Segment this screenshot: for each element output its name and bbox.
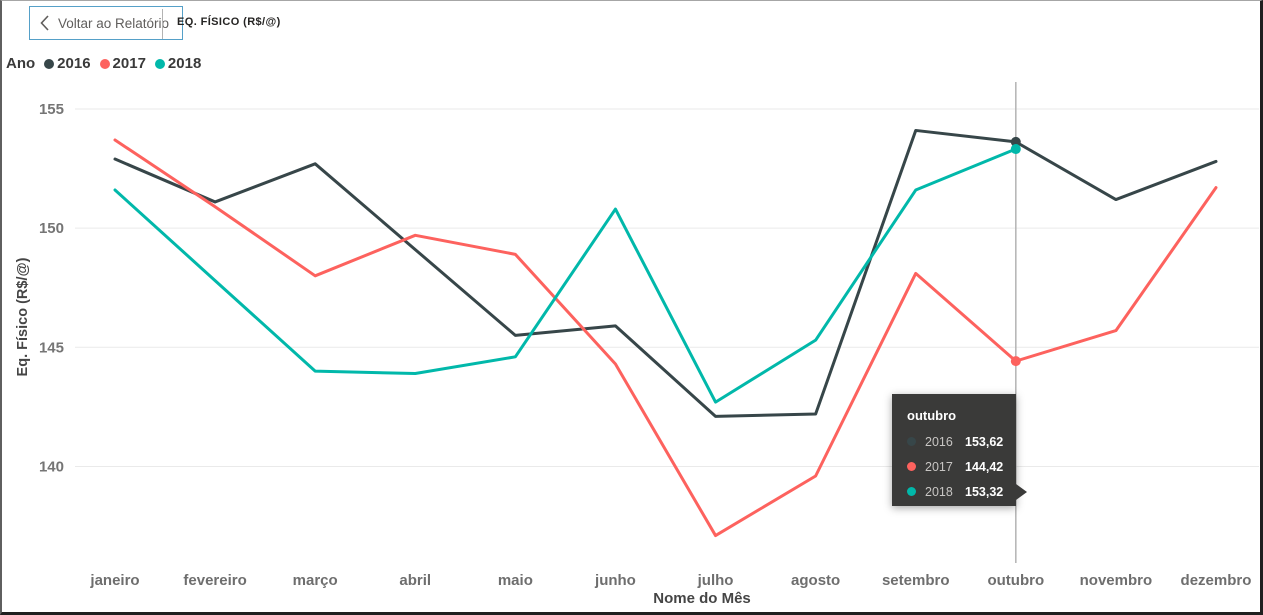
- tooltip-title: outubro: [907, 408, 957, 423]
- hover-marker-2016: [1010, 136, 1021, 147]
- y-axis-title: Eq. Físico (R$/@): [15, 257, 31, 376]
- tooltip-series-value: 153,32: [965, 484, 1004, 499]
- x-tick-label-junho: junho: [594, 572, 636, 589]
- x-tick-label-setembro: setembro: [882, 572, 950, 589]
- legend-dot-icon: [99, 58, 110, 69]
- x-tick-label-dezembro: dezembro: [1181, 572, 1252, 589]
- tooltip-rows: 2016 153,62 2017 144,42 2018 153,32: [907, 429, 1016, 504]
- tooltip-series-dot-icon: [907, 437, 916, 446]
- back-to-report-button[interactable]: Voltar ao Relatório: [29, 6, 184, 40]
- header-divider: [162, 9, 163, 39]
- back-button-label: Voltar ao Relatório: [58, 15, 170, 31]
- tooltip-series-dot-icon: [907, 462, 916, 471]
- tooltip-series-value: 144,42: [965, 459, 1004, 474]
- tooltip: outubro 2016 153,62 2017 144,42 2018 153,32: [892, 394, 1027, 506]
- x-tick-label-fevereiro: fevereiro: [183, 572, 246, 589]
- tooltip-row-2017: 2017 144,42: [907, 454, 1016, 479]
- series-line-2018[interactable]: [113, 147, 1018, 404]
- back-chevron-icon: [40, 15, 49, 31]
- y-tick-label: 150: [39, 220, 64, 237]
- legend: Ano 2016 2017 2018: [6, 55, 210, 72]
- y-tick-label: 155: [39, 101, 64, 118]
- legend-item-label: 2017: [112, 55, 146, 72]
- legend-dot-icon: [44, 58, 55, 69]
- x-tick-label-agosto: agosto: [791, 572, 840, 589]
- x-tick-label-março: março: [293, 572, 338, 589]
- x-tick-label-maio: maio: [498, 572, 533, 589]
- legend-item-2016[interactable]: 2016: [44, 55, 91, 72]
- tooltip-series-label: 2016: [925, 434, 953, 449]
- tooltip-row-2018: 2018 153,32: [907, 479, 1016, 504]
- series-line-2016[interactable]: [113, 128, 1218, 418]
- legend-items: 2016 2017 2018: [44, 55, 210, 72]
- hover-marker-2017: [1010, 356, 1021, 367]
- x-tick-label-janeiro: janeiro: [89, 572, 139, 589]
- y-tick-label: 145: [39, 339, 64, 356]
- legend-title: Ano: [6, 55, 36, 72]
- legend-dot-icon: [154, 58, 165, 69]
- tooltip-row-2016: 2016 153,62: [907, 429, 1016, 454]
- tooltip-series-dot-icon: [907, 487, 916, 496]
- x-tick-label-julho: julho: [697, 572, 734, 589]
- visual-title: EQ. FÍSICO (R$/@): [177, 16, 281, 28]
- tooltip-series-label: 2018: [925, 484, 953, 499]
- series-line-2017[interactable]: [113, 138, 1218, 538]
- x-axis-title: Nome do Mês: [653, 590, 751, 607]
- x-tick-label-novembro: novembro: [1080, 572, 1153, 589]
- x-tick-label-abril: abril: [399, 572, 431, 589]
- legend-item-label: 2018: [167, 55, 202, 72]
- y-tick-label: 140: [39, 458, 64, 475]
- legend-item-2017[interactable]: 2017: [99, 55, 146, 72]
- tooltip-arrow-icon: [1016, 484, 1027, 500]
- x-tick-label-outubro: outubro: [987, 572, 1044, 589]
- tooltip-series-value: 153,62: [965, 434, 1004, 449]
- tooltip-series-label: 2017: [925, 459, 953, 474]
- legend-item-label: 2016: [57, 55, 91, 72]
- hover-marker-2018: [1010, 144, 1021, 155]
- legend-item-2018[interactable]: 2018: [154, 55, 202, 72]
